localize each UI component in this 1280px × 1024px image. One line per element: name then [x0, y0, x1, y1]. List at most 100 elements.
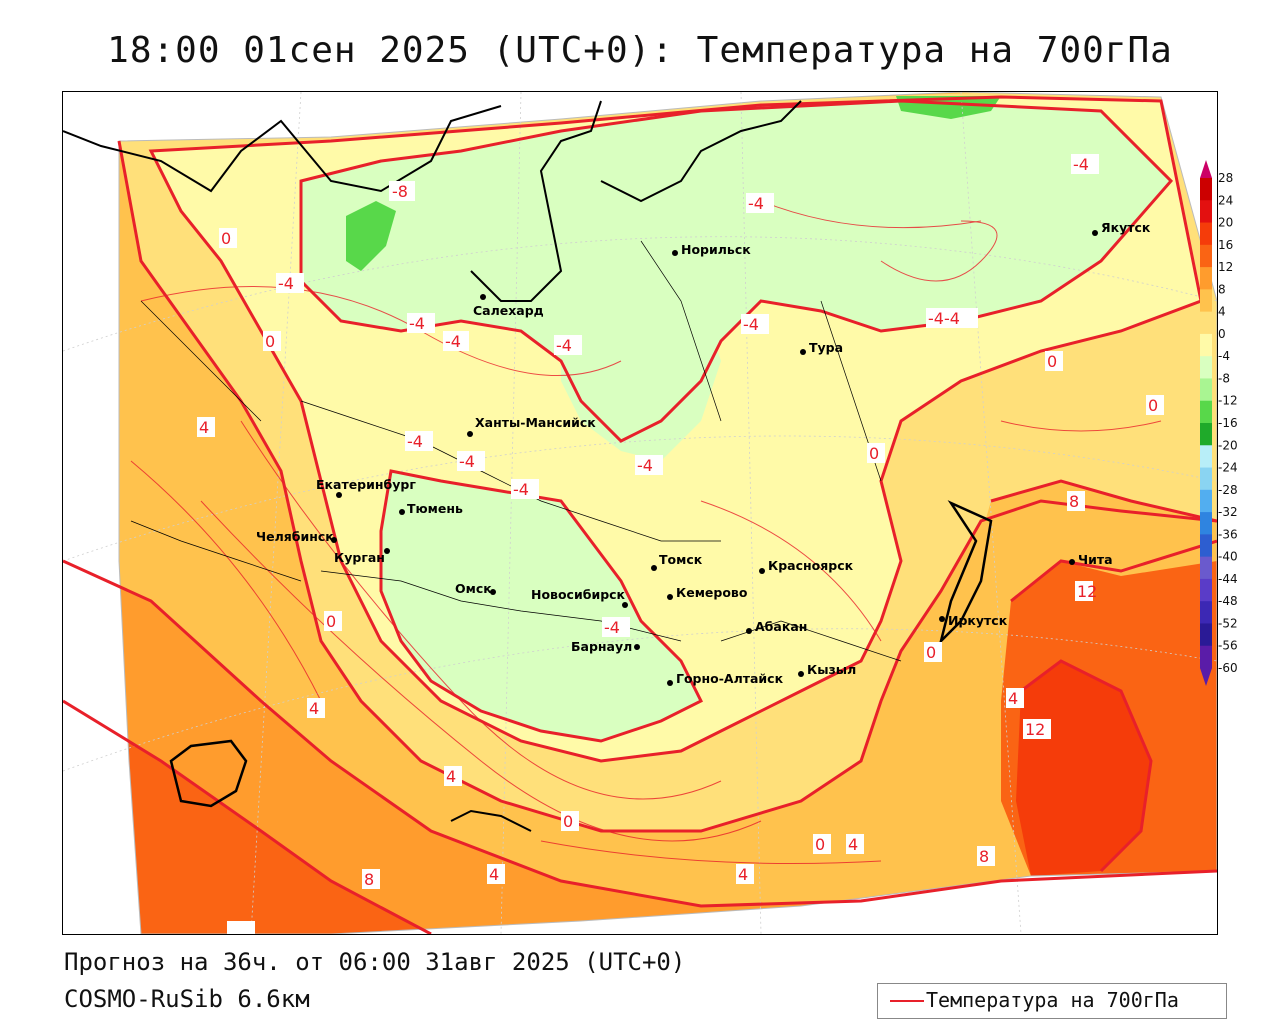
- city-novosibirsk[interactable]: Новосибирск: [531, 587, 628, 608]
- isoline-label: -4-4: [926, 308, 978, 328]
- scale-tick-label: 4: [1218, 305, 1226, 319]
- scale-band: [1200, 534, 1212, 558]
- svg-text:0: 0: [869, 444, 879, 463]
- city-irkutsk[interactable]: Иркутск: [939, 613, 1008, 628]
- isoline-label: 4: [197, 417, 215, 437]
- svg-text:0: 0: [265, 332, 275, 351]
- temperature-map: Якутск Норильск Салехард Тура Ханты-Манс…: [63, 92, 1217, 934]
- isolines-thin: [130, 200, 1162, 864]
- scale-tick-label: -28: [1218, 483, 1238, 497]
- city-tyumen[interactable]: Тюмень: [399, 501, 463, 516]
- scale-tick-label: -56: [1218, 639, 1238, 653]
- svg-text:Ханты-Мансийск: Ханты-Мансийск: [475, 415, 596, 430]
- isoline-label: -4: [405, 431, 433, 451]
- scale-tick-label: -12: [1218, 394, 1238, 408]
- city-kemerovo[interactable]: Кемерово: [667, 585, 748, 600]
- isoline-label: -8: [389, 181, 415, 201]
- city-ekaterinburg[interactable]: Екатеринбург: [316, 477, 416, 498]
- city-tura[interactable]: Тура: [800, 340, 843, 355]
- isoline-label: 8: [977, 846, 995, 866]
- isoline-label: [227, 921, 255, 934]
- city-gorno-altaysk[interactable]: Горно-Алтайск: [667, 671, 784, 686]
- city-abakan[interactable]: Абакан: [746, 619, 807, 634]
- svg-text:12: 12: [1077, 582, 1097, 601]
- zone-minus8-north: [301, 101, 1171, 441]
- svg-text:0: 0: [221, 229, 231, 248]
- svg-text:0: 0: [326, 612, 336, 631]
- map-title: 18:00 01сен 2025 (UTC+0): Температура на…: [107, 30, 1173, 71]
- svg-text:4: 4: [738, 865, 748, 884]
- svg-text:4: 4: [1008, 689, 1018, 708]
- svg-text:4: 4: [199, 418, 209, 437]
- scale-tick-label: -36: [1218, 527, 1238, 541]
- svg-text:-4: -4: [637, 456, 653, 475]
- svg-text:-4-4: -4-4: [928, 309, 960, 328]
- svg-text:8: 8: [979, 847, 989, 866]
- city-chelyabinsk[interactable]: Челябинск: [256, 529, 337, 544]
- isoline-label: -4: [443, 331, 469, 351]
- svg-text:Омск: Омск: [455, 581, 492, 596]
- svg-text:-4: -4: [409, 314, 425, 333]
- svg-text:Салехард: Салехард: [473, 303, 544, 318]
- isoline-label: 0: [867, 443, 885, 463]
- scale-tick-label: -60: [1218, 661, 1238, 675]
- svg-text:-4: -4: [407, 432, 423, 451]
- city-norilsk[interactable]: Норильск: [672, 242, 751, 257]
- isoline-label: -4: [741, 314, 769, 334]
- isoline-label: 4: [736, 864, 754, 884]
- isoline-label: 4: [1006, 688, 1024, 708]
- isoline-label: 4: [487, 864, 505, 884]
- svg-text:0: 0: [815, 835, 825, 854]
- svg-text:0: 0: [1047, 352, 1057, 371]
- scale-tick-label: 28: [1218, 171, 1233, 185]
- scale-band: [1200, 556, 1212, 580]
- city-markers: Якутск Норильск Салехард Тура Ханты-Манс…: [256, 220, 1151, 686]
- scale-arrow-bottom: [1200, 668, 1212, 686]
- scale-tick-label: -16: [1218, 416, 1238, 430]
- svg-text:-4: -4: [556, 336, 572, 355]
- svg-text:-4: -4: [513, 480, 529, 499]
- city-omsk[interactable]: Омск: [455, 581, 496, 596]
- city-salekhard[interactable]: Салехард: [473, 294, 544, 318]
- forecast-info: Прогноз на 36ч. от 06:00 31авг 2025 (UTC…: [64, 948, 686, 976]
- svg-text:Тюмень: Тюмень: [407, 501, 463, 516]
- isoline-label: 0: [219, 228, 237, 248]
- city-chita[interactable]: Чита: [1069, 552, 1113, 567]
- isoline-label: -4: [511, 479, 539, 499]
- scale-band: [1200, 601, 1212, 624]
- city-kurgan[interactable]: Курган: [334, 548, 390, 565]
- city-yakutsk[interactable]: Якутск: [1092, 220, 1151, 236]
- zone-minus8-west-siberia: [381, 471, 701, 741]
- city-kyzyl[interactable]: Кызыл: [798, 662, 856, 677]
- city-krasnoyarsk[interactable]: Красноярск: [759, 558, 854, 574]
- scale-tick-label: -52: [1218, 616, 1238, 630]
- scale-band: [1200, 267, 1212, 290]
- svg-text:-4: -4: [604, 618, 620, 637]
- svg-text:Горно-Алтайск: Горно-Алтайск: [676, 671, 784, 686]
- scale-band: [1200, 200, 1212, 224]
- isoline-label: -4: [1071, 154, 1099, 174]
- isoline-labels: -8 -4 -4 -4 -4 -4 -4 -4 -4 -4 -4 -4 -4 -…: [197, 154, 1164, 934]
- scale-band: [1200, 423, 1212, 446]
- scale-band: [1200, 467, 1212, 491]
- isoline-label: -4: [635, 455, 663, 475]
- isoline-label: 8: [1067, 491, 1085, 511]
- svg-text:4: 4: [489, 865, 499, 884]
- scale-tick-label: 20: [1218, 216, 1233, 230]
- city-khanty-mansiysk[interactable]: Ханты-Мансийск: [467, 415, 596, 437]
- isoline-label: 12: [1023, 719, 1051, 739]
- svg-text:Екатеринбург: Екатеринбург: [316, 477, 416, 492]
- isoline-label: 0: [1045, 351, 1063, 371]
- city-tomsk[interactable]: Томск: [651, 552, 703, 571]
- isoline-label: -4: [554, 335, 582, 355]
- scale-band: [1200, 578, 1212, 602]
- scale-band: [1200, 512, 1212, 535]
- isoline-label: 4: [444, 766, 462, 786]
- scale-tick-label: 12: [1218, 260, 1233, 274]
- isoline-label: 0: [1146, 395, 1164, 415]
- svg-text:-4: -4: [278, 274, 294, 293]
- svg-text:0: 0: [1148, 396, 1158, 415]
- city-barnaul[interactable]: Барнаул: [571, 639, 640, 654]
- scale-tick-label: -4: [1218, 349, 1230, 363]
- scale-tick-label: -32: [1218, 505, 1238, 519]
